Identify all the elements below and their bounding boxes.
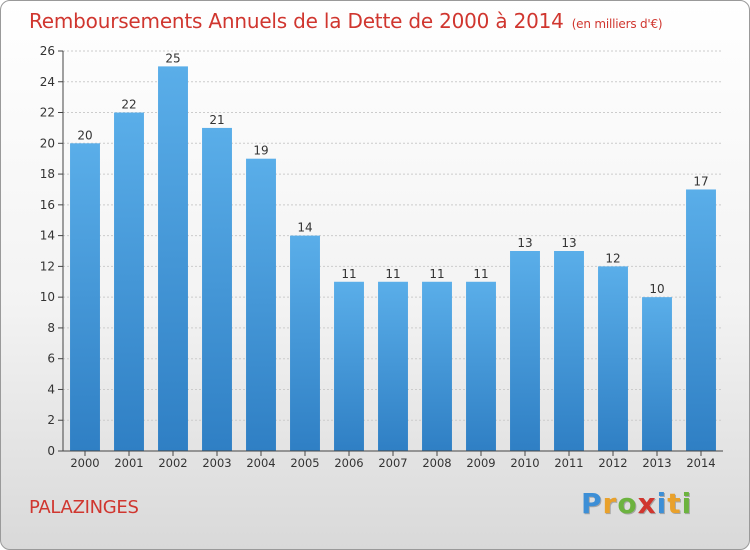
axes — [58, 50, 723, 456]
y-tick-label: 10 — [40, 290, 55, 304]
y-tick-label: 22 — [40, 106, 55, 120]
y-tick-label: 26 — [40, 44, 55, 58]
bar — [422, 281, 452, 451]
bar-value-label: 12 — [605, 251, 620, 265]
bar-value-label: 22 — [121, 98, 136, 112]
y-tick-label: 6 — [47, 352, 55, 366]
y-tick-label: 16 — [40, 198, 55, 212]
bar-value-label: 21 — [209, 113, 224, 127]
x-tick-label: 2006 — [334, 456, 363, 470]
bars — [70, 66, 716, 452]
x-tick-label: 2009 — [466, 456, 495, 470]
proxiti-logo: Proxiti — [581, 487, 692, 520]
logo-letter: r — [602, 487, 618, 520]
logo-letter: x — [637, 487, 657, 520]
bar — [70, 143, 100, 452]
bar-value-label: 13 — [517, 236, 532, 250]
bar-value-label: 25 — [165, 51, 180, 65]
x-tick-label: 2001 — [114, 456, 143, 470]
logo-letter: P — [581, 487, 603, 520]
commune-name: PALAZINGES — [29, 497, 139, 518]
y-tick-label: 2 — [47, 413, 55, 427]
labels: 0246810121416182022242620200022200125200… — [40, 44, 716, 470]
logo-letter: i — [681, 487, 693, 520]
bar — [510, 251, 540, 451]
y-tick-label: 4 — [47, 382, 55, 396]
y-tick-label: 18 — [40, 167, 55, 181]
x-tick-label: 2000 — [70, 456, 99, 470]
bar — [466, 281, 496, 451]
chart-title: Remboursements Annuels de la Dette de 20… — [29, 9, 663, 33]
bar — [246, 158, 276, 451]
y-tick-label: 12 — [40, 259, 55, 273]
bar — [642, 297, 672, 451]
x-tick-label: 2008 — [422, 456, 451, 470]
x-tick-label: 2003 — [202, 456, 231, 470]
logo-letter: o — [617, 487, 638, 520]
x-tick-label: 2002 — [158, 456, 187, 470]
bar — [378, 281, 408, 451]
x-tick-label: 2011 — [554, 456, 583, 470]
chart-title-text: Remboursements Annuels de la Dette de 20… — [29, 9, 564, 33]
bar — [290, 235, 320, 451]
y-tick-label: 20 — [40, 136, 55, 150]
bar-value-label: 11 — [473, 267, 488, 281]
bar — [202, 127, 232, 451]
bar-value-label: 11 — [429, 267, 444, 281]
y-tick-label: 24 — [40, 75, 55, 89]
x-tick-label: 2004 — [246, 456, 275, 470]
bar-value-label: 10 — [649, 282, 664, 296]
bar-value-label: 11 — [341, 267, 356, 281]
y-tick-label: 8 — [47, 321, 55, 335]
bar — [334, 281, 364, 451]
y-tick-label: 0 — [47, 444, 55, 458]
bar-value-label: 11 — [385, 267, 400, 281]
logo-letter: i — [656, 487, 668, 520]
bar-value-label: 17 — [693, 174, 708, 188]
x-tick-label: 2007 — [378, 456, 407, 470]
x-tick-label: 2005 — [290, 456, 319, 470]
bar-value-label: 13 — [561, 236, 576, 250]
bar-value-label: 20 — [77, 128, 92, 142]
bar — [554, 251, 584, 451]
bar-value-label: 19 — [253, 144, 268, 158]
logo-letter: t — [667, 487, 682, 520]
bar — [598, 266, 628, 451]
bar-value-label: 14 — [297, 221, 312, 235]
y-tick-label: 14 — [40, 229, 55, 243]
chart-subtitle: (en milliers d'€) — [571, 17, 663, 31]
bar — [114, 112, 144, 452]
bar — [158, 66, 188, 451]
x-tick-label: 2010 — [510, 456, 539, 470]
x-tick-label: 2013 — [642, 456, 671, 470]
x-tick-label: 2014 — [686, 456, 715, 470]
bar — [686, 189, 716, 451]
x-tick-label: 2012 — [598, 456, 627, 470]
